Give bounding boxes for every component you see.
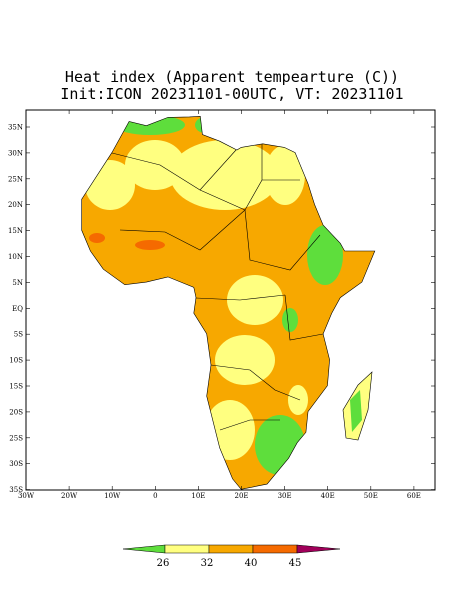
colorbar-segment xyxy=(208,544,254,554)
lat-label: 15S xyxy=(9,383,23,391)
region xyxy=(135,240,165,250)
region xyxy=(89,233,105,243)
region xyxy=(282,308,298,332)
lat-label: 30S xyxy=(9,460,23,468)
region xyxy=(170,140,280,210)
lat-label: 15N xyxy=(8,227,23,235)
lon-label: 40E xyxy=(321,492,335,500)
lat-label: 25N xyxy=(8,175,23,183)
lon-label: 20W xyxy=(61,492,78,500)
lon-label: 10W xyxy=(104,492,121,500)
colorbar-label: 26 xyxy=(157,558,170,569)
lon-label: 20E xyxy=(234,492,248,500)
lon-label: 10E xyxy=(191,492,205,500)
colorbar-segment xyxy=(164,544,210,554)
lat-label: EQ xyxy=(12,305,23,313)
lat-label: 20N xyxy=(8,201,23,209)
lat-label: 35N xyxy=(8,124,23,132)
region xyxy=(288,385,308,415)
colorbar-label: 45 xyxy=(289,558,302,569)
colorbar-label: 40 xyxy=(245,558,258,569)
map xyxy=(25,109,436,491)
lon-label: 30W xyxy=(18,492,35,500)
lon-label: 30E xyxy=(278,492,292,500)
region xyxy=(215,335,275,385)
lat-label: 30N xyxy=(8,149,23,157)
colorbar-label: 32 xyxy=(201,558,214,569)
title: Heat index (Apparent tempearture (C)) xyxy=(65,68,399,86)
lat-label: 5N xyxy=(12,279,23,287)
region xyxy=(227,275,283,325)
lat-label: 10S xyxy=(9,357,23,365)
lat-label: 20S xyxy=(9,408,23,416)
region xyxy=(265,145,305,205)
lat-label: 35S xyxy=(9,486,23,494)
subtitle: Init:ICON 20231101-00UTC, VT: 20231101 xyxy=(60,85,403,103)
lat-label: 10N xyxy=(8,253,23,261)
lon-label: 60E xyxy=(407,492,421,500)
region xyxy=(125,140,185,190)
lat-label: 5S xyxy=(14,331,23,339)
colorbar-segment xyxy=(252,544,298,554)
colorbar-segment xyxy=(296,544,341,554)
lon-label: 0 xyxy=(153,492,157,500)
colorbar: 26 32 40 45 xyxy=(122,544,341,569)
country-borders xyxy=(111,144,324,431)
region xyxy=(350,390,362,432)
lat-label: 25S xyxy=(9,434,23,442)
lon-label: 50E xyxy=(364,492,378,500)
